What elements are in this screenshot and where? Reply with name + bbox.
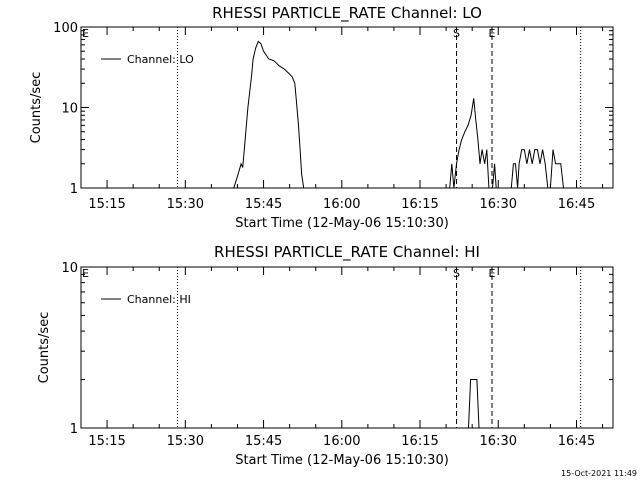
time-marker-label: S <box>453 27 460 40</box>
x-tick-label: 16:15 <box>401 197 438 212</box>
footer-timestamp: 15-Oct-2021 11:49 <box>561 469 637 478</box>
x-tick-label: 16:15 <box>401 434 438 449</box>
chart-title: RHESSI PARTICLE_RATE Channel: HI <box>214 243 480 262</box>
time-marker-label: S <box>453 267 460 280</box>
legend-entry: Channel: LO <box>127 53 194 66</box>
y-tick-label: 100 <box>53 21 78 36</box>
x-tick-label: 15:45 <box>245 434 282 449</box>
x-tick-label: 15:30 <box>167 434 204 449</box>
time-marker-label: E <box>489 267 496 280</box>
y-tick-label: 1 <box>70 182 78 197</box>
x-tick-label: 16:45 <box>558 434 595 449</box>
x-axis-label: Start Time (12-May-06 15:10:30) <box>235 216 449 231</box>
series-line <box>468 379 480 429</box>
series-line <box>233 40 305 189</box>
x-tick-label: 15:15 <box>88 434 125 449</box>
time-marker-label: E <box>82 27 89 40</box>
y-tick-label: 1 <box>70 422 78 437</box>
x-tick-label: 16:45 <box>558 197 595 212</box>
series-line <box>449 98 490 189</box>
y-tick-label: 10 <box>61 102 78 117</box>
plot-frame <box>80 266 614 429</box>
plot-frame <box>80 26 614 189</box>
y-tick-label: 10 <box>61 261 78 276</box>
x-tick-label: 16:00 <box>323 197 360 212</box>
x-tick-label: 16:30 <box>480 434 517 449</box>
legend-entry: Channel: HI <box>127 293 191 306</box>
time-marker-label: E <box>82 267 89 280</box>
x-axis-label: Start Time (12-May-06 15:10:30) <box>235 453 449 468</box>
series-line <box>492 149 567 189</box>
x-tick-label: 15:15 <box>88 197 125 212</box>
x-tick-label: 15:30 <box>167 197 204 212</box>
chart-panel-0: RHESSI PARTICLE_RATE Channel: LO 15:15 15:… <box>29 4 614 231</box>
chart-panel-1: RHESSI PARTICLE_RATE Channel: HI 15:15 15:… <box>37 243 614 468</box>
chart-title: RHESSI PARTICLE_RATE Channel: LO <box>212 4 482 23</box>
x-tick-label: 16:30 <box>480 197 517 212</box>
x-tick-label: 15:45 <box>245 197 282 212</box>
x-tick-label: 16:00 <box>323 434 360 449</box>
time-marker-label: E <box>489 27 496 40</box>
y-axis-label: Counts/sec <box>37 312 52 384</box>
y-axis-label: Counts/sec <box>29 72 44 144</box>
